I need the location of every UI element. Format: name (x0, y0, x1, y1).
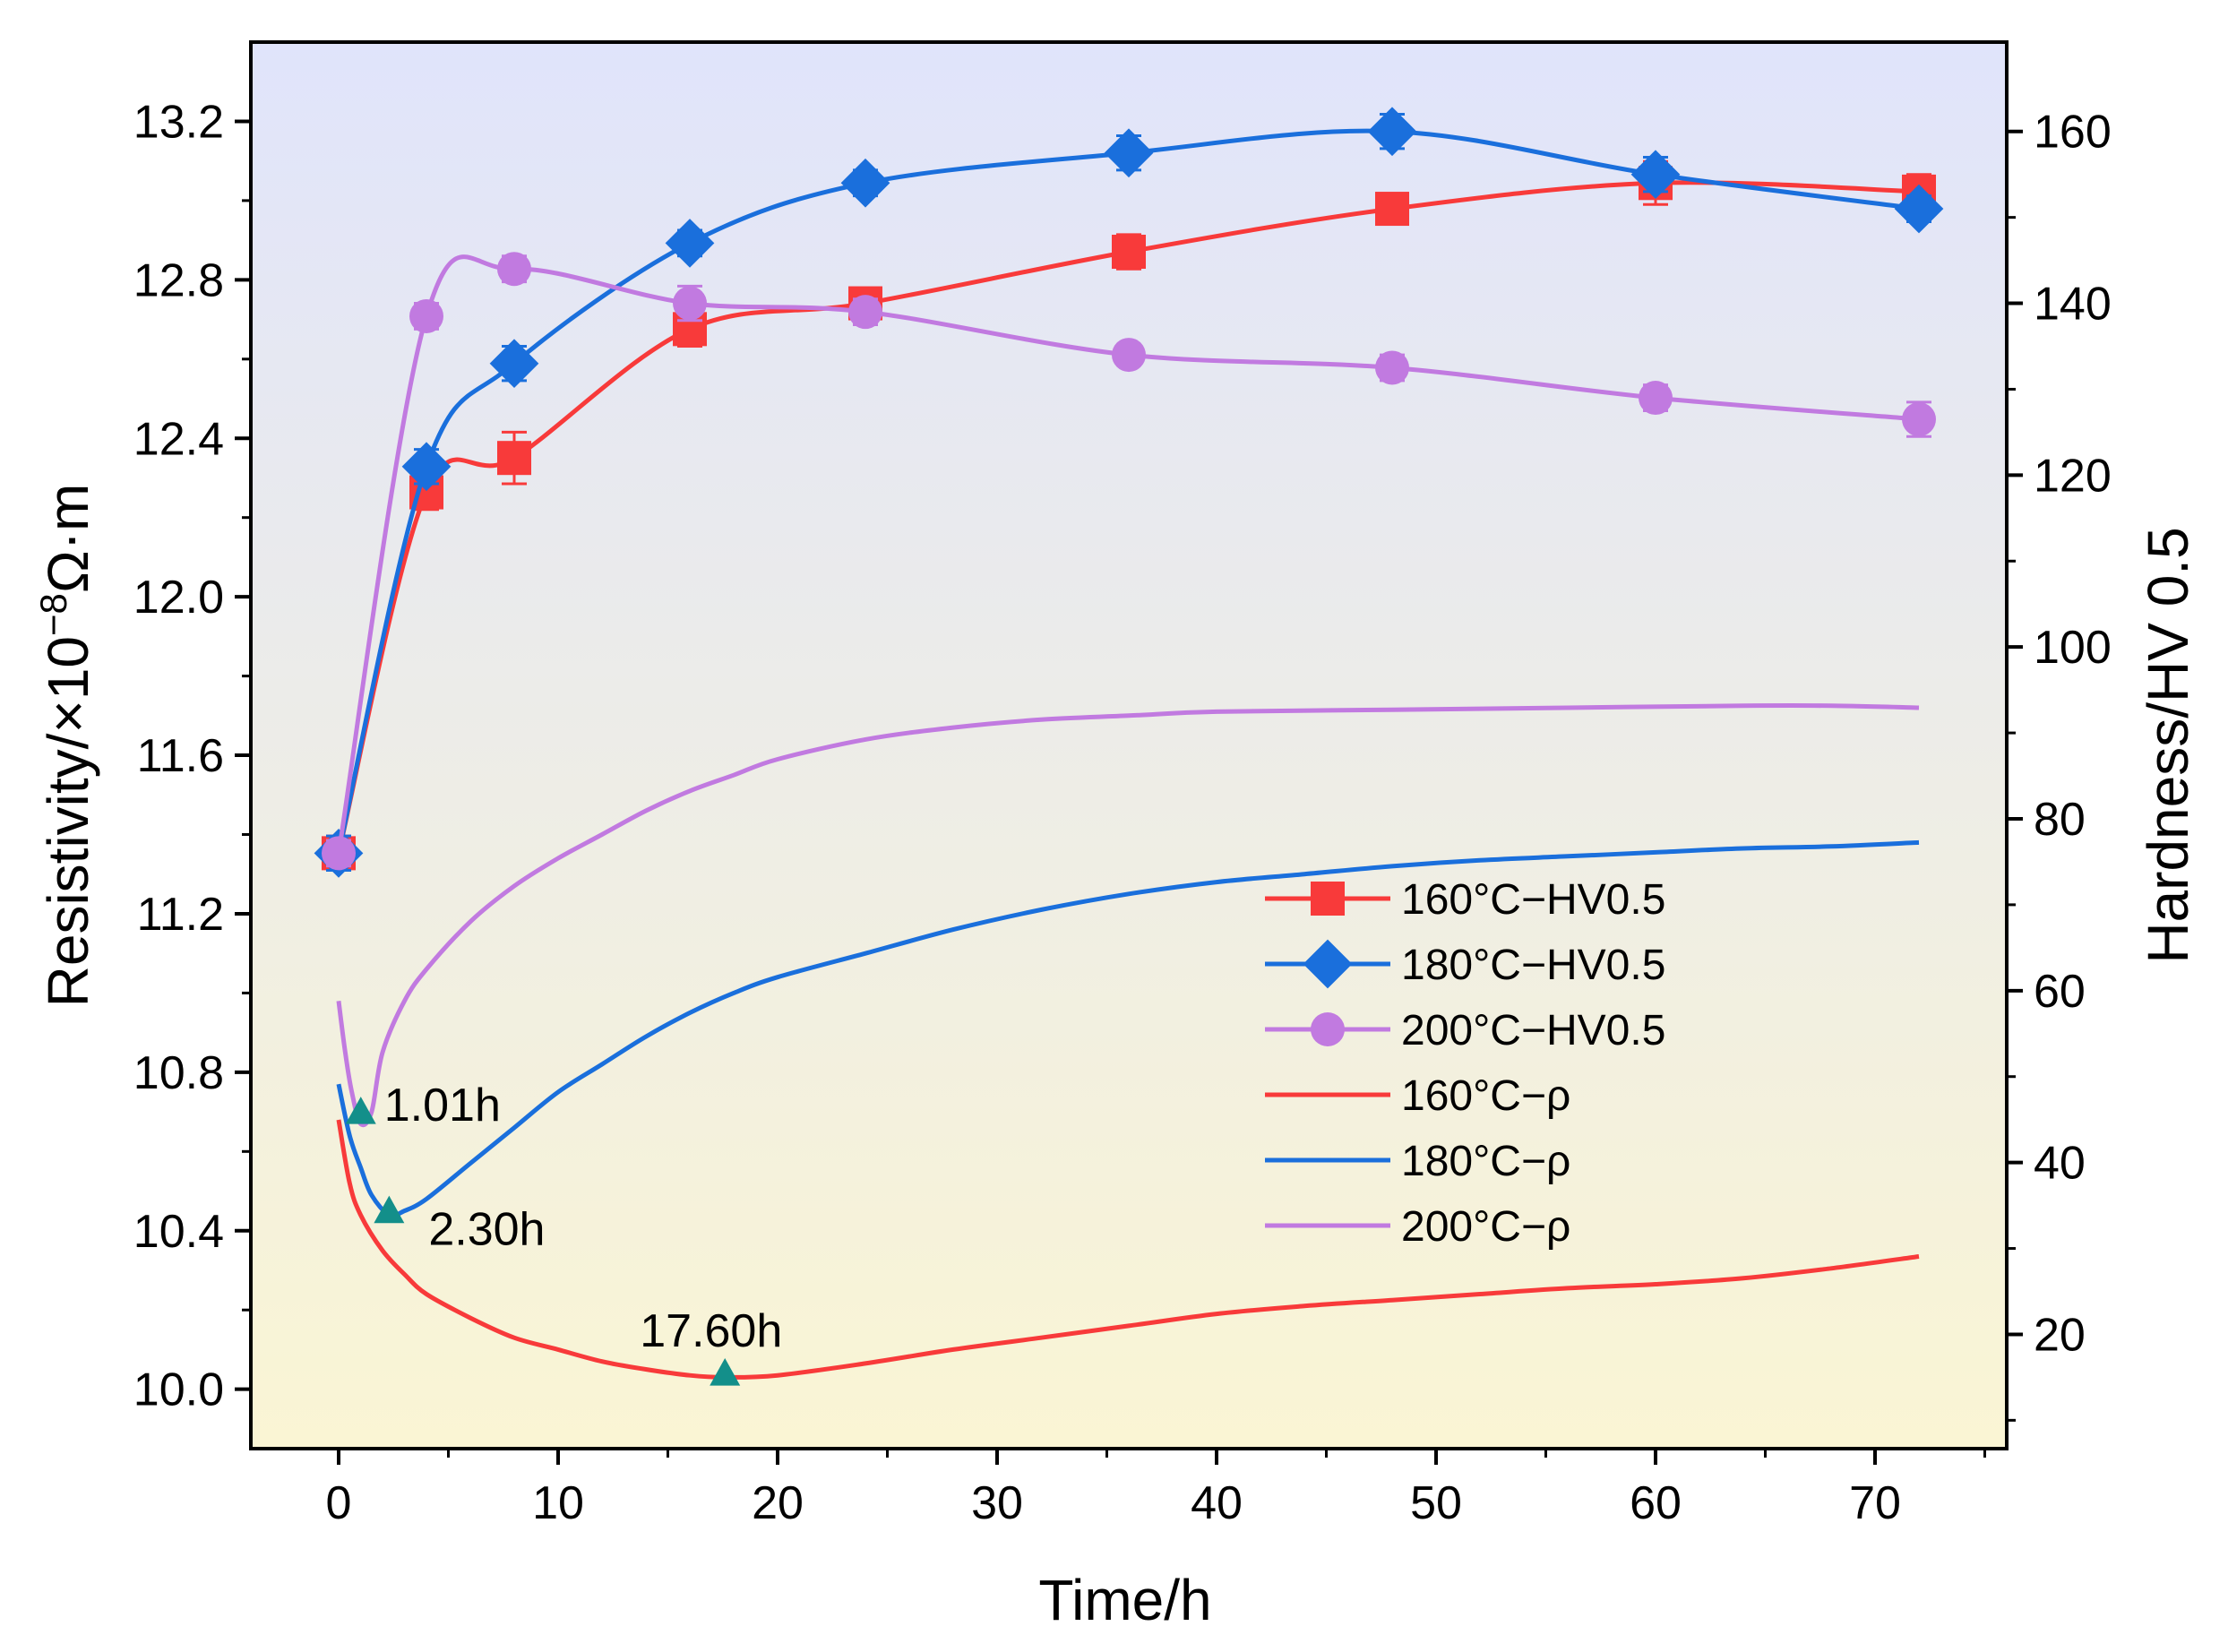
minimum-label: 17.60h (640, 1305, 782, 1357)
right-y-tick-label: 20 (2034, 1309, 2086, 1361)
hardness-point (1375, 192, 1409, 227)
x-tick-label: 10 (532, 1477, 584, 1529)
annotations: 1.01h 2.30h 17.60h (345, 1080, 782, 1386)
resistivity-line-2 (336, 703, 1920, 1128)
legend-marker (1311, 882, 1345, 916)
resistivity-line-1 (336, 839, 1920, 1218)
legend: 160°C−HV0.5 180°C−HV0.5 200°C−HV0.5 160°C−ρ… (1265, 876, 1665, 1251)
left-y-tick-label: 11.6 (137, 730, 224, 782)
hardness-point (840, 158, 890, 208)
hardness-point (1902, 402, 1936, 437)
right-y-tick-label: 100 (2034, 622, 2112, 674)
legend-label: 180°C−ρ (1401, 1138, 1570, 1185)
minimum-label: 1.01h (384, 1080, 501, 1131)
left-y-tick-label: 10.0 (133, 1364, 224, 1416)
hardness-point (1104, 128, 1154, 178)
minimum-marker (710, 1357, 741, 1386)
x-axis: 0 10 20 30 40 50 60 70 (326, 1449, 1986, 1529)
hardness-series-2 (322, 252, 1936, 871)
x-tick-label: 50 (1410, 1477, 1462, 1529)
left-y-axis-title: Resistivity/×10−8Ω·m (32, 484, 100, 1008)
left-y-tick-label: 10.8 (133, 1047, 224, 1099)
legend-label: 180°C−HV0.5 (1401, 942, 1665, 989)
legend-label: 200°C−HV0.5 (1401, 1007, 1665, 1054)
hardness-point (1112, 338, 1146, 373)
plot-frame (249, 40, 2009, 1450)
hardness-point (497, 441, 531, 476)
minimum-marker (374, 1195, 405, 1224)
right-y-tick-label: 120 (2034, 450, 2112, 502)
hardness-point (401, 442, 452, 492)
hardness-point (1630, 150, 1681, 200)
hardness-point (665, 219, 715, 268)
right-y-axis: 20 40 60 80 100 120 140 160 (2007, 107, 2112, 1422)
left-y-tick-label: 10.4 (133, 1206, 224, 1258)
legend-label: 160°C−HV0.5 (1401, 876, 1665, 924)
plot-background (251, 42, 2007, 1449)
left-y-tick-label: 12.8 (133, 254, 224, 306)
right-y-tick-label: 140 (2034, 279, 2112, 331)
legend-label: 200°C−ρ (1401, 1203, 1570, 1251)
legend-marker (1303, 939, 1353, 989)
x-tick-label: 30 (971, 1477, 1023, 1529)
hardness-point (1112, 235, 1146, 270)
left-y-tick-label: 12.4 (133, 413, 224, 465)
x-axis-title: Time/h (1038, 1568, 1211, 1632)
hardness-point (409, 298, 443, 333)
x-tick-label: 40 (1191, 1477, 1243, 1529)
minimum-label: 2.30h (428, 1204, 545, 1256)
left-y-tick-label: 13.2 (133, 96, 224, 148)
hardness-point (322, 836, 356, 871)
resistivity-line-0 (336, 1119, 1920, 1380)
right-y-tick-label: 60 (2034, 966, 2086, 1018)
minimum-marker (345, 1097, 376, 1124)
x-tick-label: 70 (1849, 1477, 1901, 1529)
hardness-point (673, 286, 707, 321)
legend-marker (1311, 1012, 1345, 1046)
x-tick-label: 60 (1630, 1477, 1682, 1529)
resistivity-curves (336, 703, 1920, 1380)
x-tick-label: 0 (326, 1477, 352, 1529)
left-y-tick-label: 11.2 (137, 889, 224, 941)
hardness-point (1375, 350, 1409, 385)
hardness-series (314, 107, 1944, 878)
hardness-point (1639, 381, 1673, 416)
x-tick-label: 20 (752, 1477, 804, 1529)
hardness-point (1894, 184, 1944, 234)
right-y-axis-title: Hardness/HV 0.5 (2136, 527, 2200, 963)
left-y-axis: 10.0 10.4 10.8 11.2 11.6 12.0 12.4 12.8 13.2 (133, 96, 251, 1416)
hardness-series-1 (314, 107, 1944, 878)
left-y-tick-label: 12.0 (133, 572, 224, 624)
right-y-tick-label: 80 (2034, 794, 2086, 846)
legend-label: 160°C−ρ (1401, 1072, 1570, 1120)
hardness-point (848, 295, 882, 330)
right-y-tick-label: 160 (2034, 107, 2112, 159)
hardness-point (497, 252, 531, 287)
hardness-point (1367, 107, 1417, 157)
right-y-tick-label: 40 (2034, 1138, 2086, 1190)
hardness-point (489, 339, 539, 389)
